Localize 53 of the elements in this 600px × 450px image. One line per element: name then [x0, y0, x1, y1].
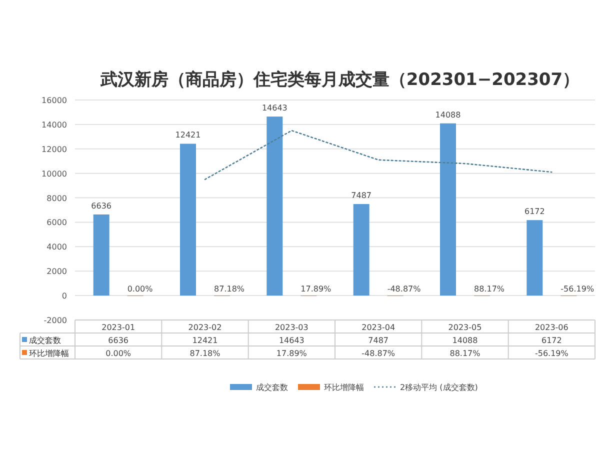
- text: 17.89%: [300, 284, 332, 294]
- legend-label: 环比增降幅: [29, 349, 69, 358]
- data-label: 87.18%: [190, 349, 221, 358]
- data-label: 0.00%: [106, 349, 132, 358]
- text: -56.19%: [560, 284, 594, 294]
- y-tick-label: 16000: [42, 96, 67, 105]
- text: 成交套数: [256, 383, 288, 392]
- bar: [180, 144, 196, 296]
- data-label: 6172: [541, 336, 562, 345]
- y-tick-label: 0: [62, 292, 67, 301]
- data-label: 17.89%: [276, 349, 308, 358]
- y-tick-label: 12000: [42, 144, 67, 154]
- legend-label: 2移动平均 (成交套数): [400, 383, 478, 392]
- x-tick-label: 2023-02: [188, 323, 222, 332]
- text: 12421: [175, 130, 201, 140]
- legend-label: 成交套数: [29, 336, 61, 345]
- text: 6172: [524, 207, 545, 216]
- x-tick-label: 2023-04: [362, 323, 396, 332]
- data-label: -56.19%: [534, 349, 569, 358]
- text: 14643: [262, 104, 288, 113]
- text: 6636: [91, 201, 112, 210]
- data-label: 6636: [108, 336, 129, 345]
- data-label: -48.87%: [362, 349, 396, 358]
- y-tick-label: 10000: [42, 169, 67, 178]
- bar: [440, 123, 456, 296]
- y-tick-label: 6000: [46, 218, 67, 228]
- data-label: 14088: [452, 336, 478, 345]
- text: 0.00%: [127, 284, 153, 294]
- x-tick-label: 2023-03: [274, 323, 308, 332]
- text: 环比增降幅: [324, 383, 364, 392]
- y-tick-label: 14000: [42, 120, 67, 130]
- text: 88.17%: [474, 284, 505, 294]
- y-tick-label: 4000: [46, 242, 67, 252]
- text: 14088: [435, 110, 461, 120]
- data-label: 7487: [368, 336, 389, 345]
- bar: [353, 204, 370, 296]
- x-tick-label: 2023-05: [448, 323, 482, 332]
- text: -48.87%: [387, 284, 421, 294]
- y-tick-label: 8000: [46, 194, 67, 203]
- data-label: 12421: [192, 336, 218, 345]
- data-label: 14643: [278, 336, 304, 345]
- bar: [266, 116, 283, 296]
- x-tick-label: 2023-06: [534, 323, 568, 332]
- bar: [526, 220, 543, 296]
- y-tick-label: -2000: [44, 316, 67, 325]
- data-label: 88.17%: [450, 349, 481, 358]
- y-tick-label: 2000: [46, 267, 67, 276]
- chart-title: 武汉新房（商品房）住宅类每月成交量（202301−202307）: [99, 70, 580, 90]
- text: 87.18%: [214, 284, 245, 294]
- x-tick-label: 2023-01: [102, 323, 136, 332]
- text: 7487: [351, 191, 372, 200]
- line-series: [204, 130, 552, 180]
- bar: [93, 214, 110, 296]
